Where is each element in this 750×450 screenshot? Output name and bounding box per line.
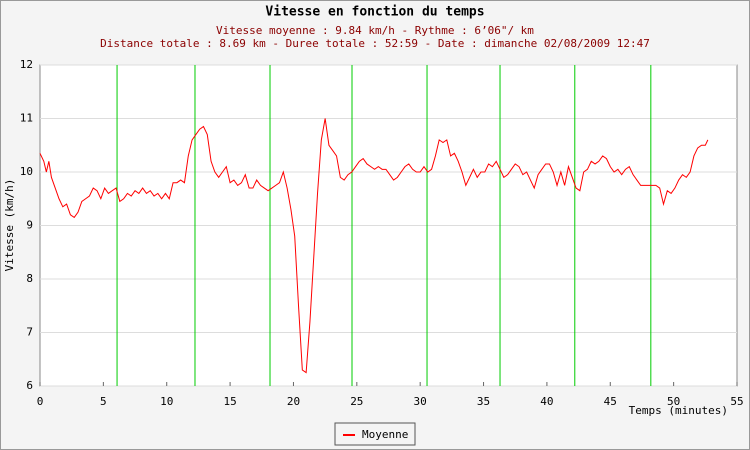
y-tick-label: 10 xyxy=(20,165,33,178)
legend xyxy=(334,422,416,446)
y-axis-label: Vitesse (km/h) xyxy=(3,179,16,272)
x-tick-label: 20 xyxy=(287,395,300,408)
subtitle: Vitesse moyenne : 9.84 km/h - Rythme : 6… xyxy=(216,24,534,37)
x-tick-label: 45 xyxy=(604,395,617,408)
y-tick-label: 12 xyxy=(20,58,33,71)
x-tick-label: 25 xyxy=(350,395,363,408)
line-series xyxy=(39,118,709,374)
y-tick-label: 11 xyxy=(20,112,33,125)
x-tick-label: 35 xyxy=(477,395,490,408)
y-tick-label: 7 xyxy=(26,326,33,339)
x-tick-label: 50 xyxy=(667,395,680,408)
y-tick-label: 8 xyxy=(26,272,33,285)
subtitle: Distance totale : 8.69 km - Duree totale… xyxy=(100,37,650,50)
x-axis-label: Temps (minutes) xyxy=(629,404,728,417)
x-tick-label: 5 xyxy=(100,395,107,408)
x-tick-label: 15 xyxy=(223,395,236,408)
x-tick-label: 40 xyxy=(540,395,553,408)
x-tick-label: 30 xyxy=(414,395,427,408)
chart-title: Vitesse en fonction du temps xyxy=(265,5,484,20)
x-tick-label: 55 xyxy=(730,395,743,408)
legend-label: Moyenne xyxy=(362,428,408,441)
y-tick-label: 9 xyxy=(26,219,33,232)
x-tick-label: 0 xyxy=(37,395,44,408)
x-tick-label: 10 xyxy=(160,395,173,408)
y-tick-label: 6 xyxy=(26,379,33,392)
